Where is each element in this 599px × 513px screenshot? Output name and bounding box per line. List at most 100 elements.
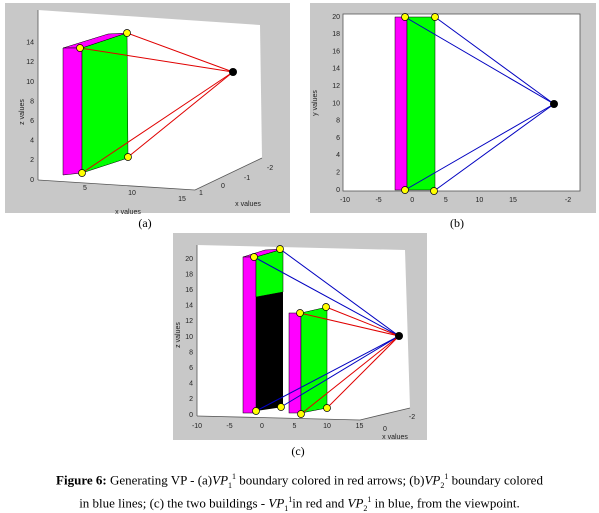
tick-label: 0 — [30, 177, 34, 184]
tick-label: 2 — [189, 396, 193, 403]
math-sub: 1 — [228, 480, 233, 490]
boundary-lines — [253, 248, 400, 412]
tick-label: 14 — [185, 303, 193, 310]
tick-label: 0 — [260, 423, 264, 430]
tick-label: 0 — [336, 187, 340, 194]
tick-label: 16 — [185, 287, 193, 294]
boundary-lines — [79, 32, 234, 174]
math-sup: 1 — [288, 495, 293, 504]
tick-label: 6 — [336, 135, 340, 142]
tick-label: 12 — [332, 83, 340, 90]
caption-text: boundary colored in red arrows; (b) — [236, 472, 425, 488]
tick-label: -5 — [375, 197, 381, 204]
tick-label: 10 — [185, 334, 193, 341]
viewpoint — [550, 100, 558, 108]
wall — [255, 248, 284, 298]
caption-line: Figure 6: Generating VP - (a)VP11 bounda… — [0, 472, 599, 490]
panel-label: (c) — [291, 444, 304, 458]
tick-label: 10 — [476, 197, 484, 204]
tick-label: 14 — [26, 40, 34, 47]
tick-label: 2 — [336, 170, 340, 177]
caption-text: in blue, from the viewpoint. — [371, 495, 520, 511]
tick-label: 8 — [30, 98, 34, 105]
tick-label: 2 — [30, 157, 34, 164]
math-sub: 1 — [284, 503, 289, 513]
viewpoint — [395, 332, 403, 340]
boundary-lines — [299, 306, 400, 415]
tick-label: 12 — [185, 318, 193, 325]
math-sub: 2 — [363, 503, 368, 513]
panel-label: (a) — [138, 216, 151, 230]
tick-label: 10 — [323, 423, 331, 430]
tick-label: 4 — [189, 381, 193, 388]
tick-label: 0 — [383, 426, 387, 433]
caption-text: Generating VP - (a) — [106, 472, 213, 488]
viewpoint — [229, 68, 237, 76]
tick-label: 5 — [293, 423, 297, 430]
math: VP — [268, 495, 285, 511]
math-sup: 1 — [444, 472, 449, 481]
tick-label: -2 — [409, 414, 415, 421]
wall — [394, 16, 408, 191]
tick-label: 8 — [189, 349, 193, 356]
math-sup: 1 — [367, 495, 372, 504]
tick-label: 16 — [332, 48, 340, 55]
wall — [256, 292, 283, 411]
tick-label: 15 — [178, 196, 186, 203]
axis-label: x values — [235, 201, 261, 208]
tick-label: -10 — [340, 197, 350, 204]
tick-label: 20 — [332, 14, 340, 21]
tick-label: 5 — [83, 185, 87, 192]
caption-text: in blue lines; (c) the two buildings - — [79, 495, 269, 511]
tick-label: 0 — [410, 197, 414, 204]
math: VP — [347, 495, 364, 511]
tick-label: -10 — [192, 423, 202, 430]
tick-label: 6 — [189, 365, 193, 372]
wall — [406, 16, 436, 191]
caption-text: in red and — [292, 495, 348, 511]
tick-label: 10 — [128, 190, 136, 197]
tick-label: 10 — [332, 100, 340, 107]
axis — [37, 157, 263, 191]
tick-label: 1 — [199, 190, 203, 197]
caption-line: in blue lines; (c) the two buildings - V… — [0, 495, 599, 513]
tick-label: 15 — [509, 197, 517, 204]
tick-label: 0 — [221, 183, 225, 190]
figure-number: Figure 6: — [56, 472, 107, 488]
tick-label: 0 — [189, 412, 193, 419]
math-sup: 1 — [232, 472, 237, 481]
boundary-lines — [404, 16, 555, 192]
tick-label: 4 — [30, 138, 34, 145]
wall — [300, 306, 328, 414]
axis-label: z values — [175, 322, 182, 348]
tick-label: 18 — [185, 271, 193, 278]
tick-label: 14 — [332, 66, 340, 73]
panel-label: (b) — [450, 216, 464, 230]
tick-label: -2 — [565, 197, 571, 204]
math: VP — [424, 472, 441, 488]
tick-label: -1 — [244, 175, 250, 182]
tick-label: 15 — [356, 423, 364, 430]
axis — [196, 407, 411, 421]
axis-label: z values — [19, 99, 26, 125]
wall — [62, 47, 83, 176]
tick-label: 18 — [332, 31, 340, 38]
vertices — [76, 29, 132, 177]
tick-label: 6 — [30, 118, 34, 125]
tick-label: 4 — [336, 152, 340, 159]
vertices — [250, 245, 331, 418]
vertices — [401, 13, 439, 195]
tick-label: 12 — [26, 59, 34, 66]
tick-label: -5 — [226, 423, 232, 430]
axis-label: y values — [312, 90, 319, 116]
math: VP — [212, 472, 229, 488]
plot-area — [342, 13, 581, 192]
wall — [242, 256, 257, 414]
tick-label: 5 — [444, 197, 448, 204]
axis-label: x values — [382, 434, 408, 441]
math-sub: 2 — [440, 480, 445, 490]
tick-label: 8 — [336, 118, 340, 125]
axis-label: x values — [115, 209, 141, 216]
